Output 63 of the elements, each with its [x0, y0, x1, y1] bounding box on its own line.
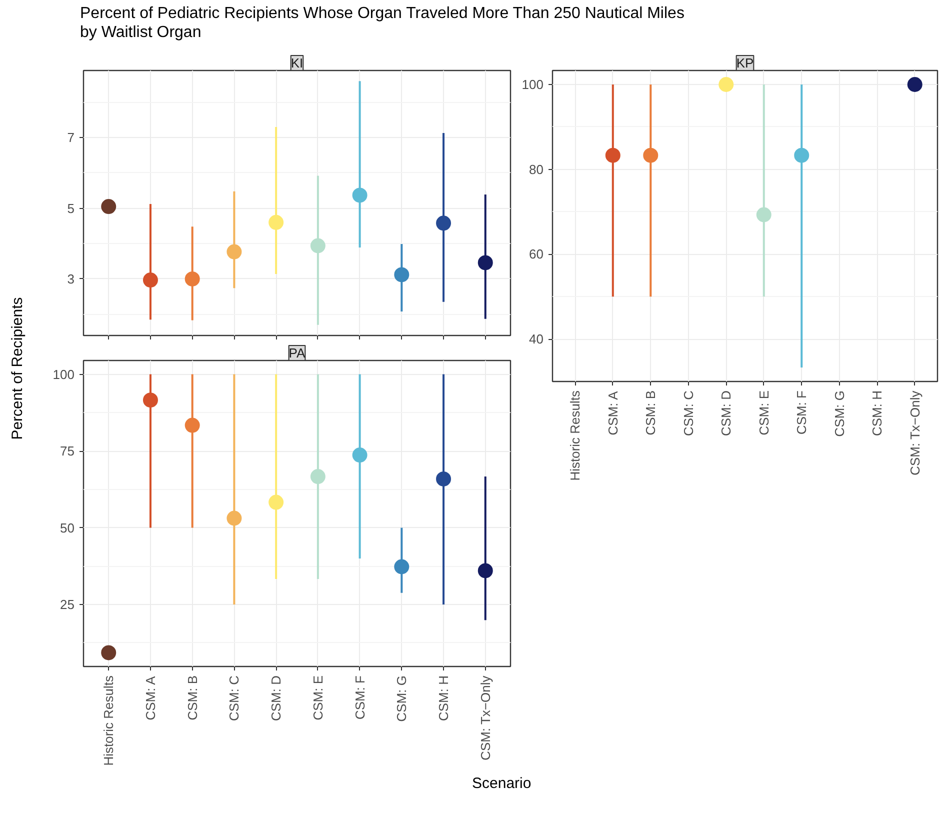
x-tick-label: CSM: B: [643, 390, 658, 436]
y-tick-label: 5: [67, 200, 75, 216]
x-axis-title: Scenario: [472, 774, 532, 794]
x-tick-label: CSM: A: [142, 676, 158, 720]
x-tick-label: Historic Results: [101, 675, 116, 766]
x-tick-label: CSM: A: [605, 390, 620, 436]
x-tick-label: CSM: F: [794, 390, 810, 435]
point: [184, 271, 200, 286]
point: [756, 207, 772, 222]
point: [101, 199, 116, 214]
point: [101, 645, 116, 660]
y-tick-label: 100: [52, 366, 75, 382]
point: [436, 216, 452, 231]
y-tick-label: 7: [67, 130, 75, 146]
y-tick-label: 100: [522, 77, 544, 92]
y-tick-label: 40: [529, 332, 544, 347]
point: [184, 418, 200, 433]
x-tick-label: CSM: G: [394, 675, 410, 722]
x-tick-label: CSM: E: [310, 675, 326, 720]
point: [226, 510, 242, 526]
point: [352, 188, 368, 203]
point: [605, 148, 620, 163]
point: [142, 392, 158, 408]
y-tick-label: 80: [529, 162, 544, 177]
point: [310, 469, 326, 484]
x-tick-label: CSM: Tx−Only: [907, 390, 922, 476]
x-tick-label: CSM: D: [268, 676, 284, 721]
point: [310, 238, 326, 254]
x-tick-label: CSM: H: [436, 676, 452, 721]
y-tick-label: 50: [60, 520, 75, 536]
x-tick-label: CSM: G: [832, 390, 847, 437]
point: [142, 272, 158, 288]
point: [794, 148, 810, 163]
chart-subtitle: KI: [290, 56, 304, 70]
point: [394, 559, 410, 574]
point: [643, 148, 658, 163]
point: [907, 77, 922, 92]
y-tick-label: 3: [67, 271, 75, 286]
x-tick-label: CSM: Tx−Only: [478, 675, 493, 760]
point: [718, 77, 734, 92]
point: [478, 563, 493, 578]
x-tick-label: CSM: D: [718, 390, 734, 436]
y-tick-label: 75: [60, 444, 75, 459]
x-tick-label: CSM: C: [680, 390, 696, 436]
x-tick-label: CSM: B: [184, 675, 200, 720]
y-axis-title: Percent of Recipients: [8, 297, 26, 440]
point: [226, 244, 242, 260]
x-tick-label: CSM: C: [226, 676, 242, 721]
x-tick-label: CSM: H: [870, 390, 885, 436]
point: [268, 494, 284, 510]
point: [268, 214, 284, 230]
point: [394, 267, 410, 282]
chart-subtitle: PA: [288, 346, 306, 360]
chart-title: Percent of Pediatric Recipients Whose Organ Traveled More Than 250 Nautical Miles by Waitlist Organ: [80, 4, 684, 42]
x-tick-label: CSM: E: [756, 390, 772, 436]
chart-subtitle: KP: [736, 56, 754, 70]
point: [478, 255, 493, 270]
y-tick-label: 25: [60, 597, 75, 612]
point: [436, 471, 452, 486]
y-tick-label: 60: [529, 246, 544, 262]
x-tick-label: CSM: F: [352, 675, 368, 720]
point: [352, 448, 368, 463]
x-tick-label: Historic Results: [568, 390, 583, 481]
